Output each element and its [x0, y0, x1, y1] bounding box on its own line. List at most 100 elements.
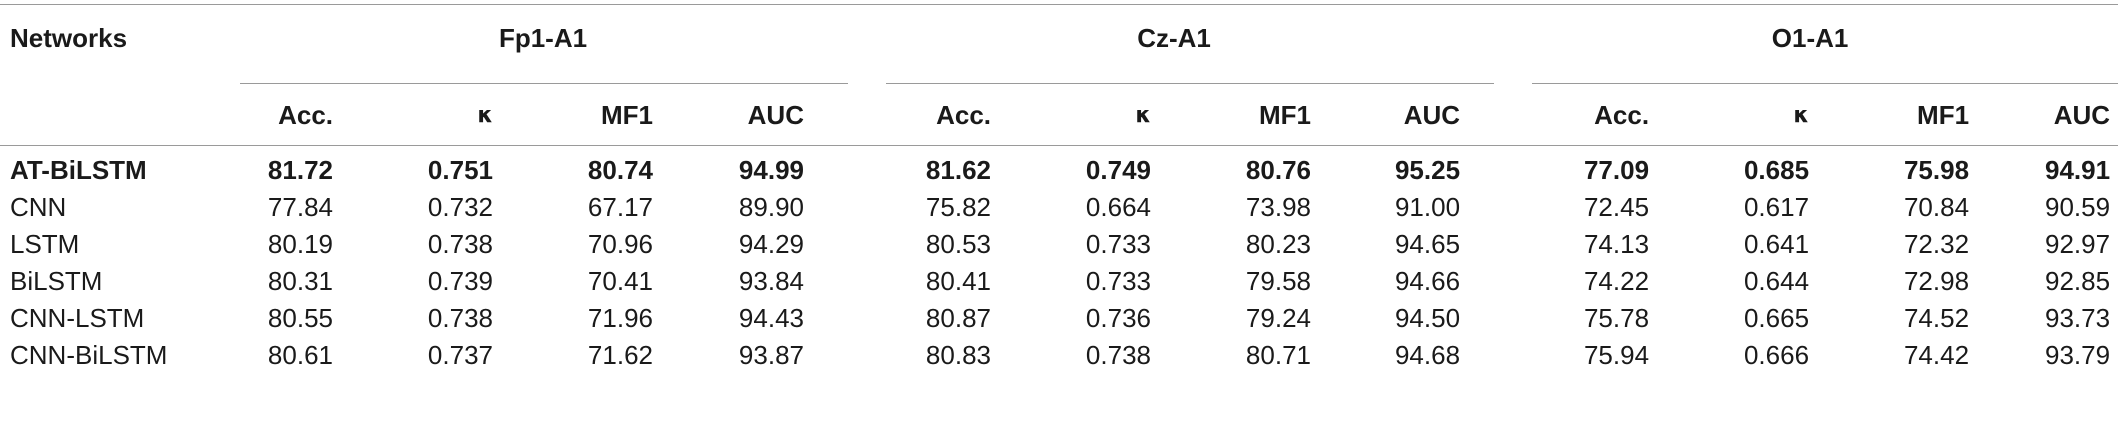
network-name: AT-BiLSTM [10, 155, 147, 185]
value-cell: 73.98 [1245, 192, 1311, 222]
mf1-header: MF1 [1259, 99, 1311, 130]
value-cell: 77.84 [267, 192, 333, 222]
value-cell: 75.98 [1903, 155, 1970, 185]
value-cell: 94.43 [738, 303, 804, 333]
value-cell: 80.71 [1245, 340, 1311, 370]
value-cell: 94.65 [1394, 229, 1461, 259]
table-body: AT-BiLSTM 81.72 0.751 80.74 94.99 81.62 0.749 8… [0, 146, 2118, 374]
value-cell: 80.61 [267, 340, 333, 370]
value-cell: 92.85 [2044, 266, 2111, 296]
value-cell: 90.59 [2044, 192, 2111, 222]
value-cell: 81.62 [925, 155, 991, 185]
group-rule-fp1 [240, 83, 848, 84]
value-cell: 94.29 [738, 229, 804, 259]
value-cell: 0.738 [427, 229, 493, 259]
value-cell: 0.738 [1085, 340, 1151, 370]
group-header-o1: O1-A1 [1771, 22, 1849, 53]
value-cell: 75.78 [1583, 303, 1650, 333]
value-cell: 0.736 [1085, 303, 1151, 333]
networks-header: Networks [10, 22, 128, 53]
mf1-header: MF1 [1917, 99, 1970, 130]
table-row: CNN 77.84 0.732 67.17 89.90 75.82 0.664 73.98 91… [0, 189, 2118, 226]
value-cell: 94.68 [1394, 340, 1461, 370]
kappa-header: κ [477, 102, 493, 128]
value-cell: 0.666 [1743, 340, 1810, 370]
header-row-metrics: Acc. κ MF1 AUC Acc. κ MF1 AUC Acc. κ MF1… [0, 84, 2118, 146]
value-cell: 80.41 [925, 266, 991, 296]
value-cell: 72.45 [1583, 192, 1650, 222]
value-cell: 80.76 [1245, 155, 1311, 185]
value-cell: 80.23 [1245, 229, 1311, 259]
value-cell: 74.13 [1583, 229, 1650, 259]
value-cell: 72.98 [1903, 266, 1970, 296]
value-cell: 0.751 [427, 155, 493, 185]
value-cell: 93.79 [2044, 340, 2111, 370]
header-rule [0, 145, 2118, 146]
value-cell: 71.96 [587, 303, 653, 333]
value-cell: 75.94 [1583, 340, 1650, 370]
value-cell: 94.99 [738, 155, 804, 185]
value-cell: 77.09 [1583, 155, 1650, 185]
value-cell: 74.52 [1903, 303, 1970, 333]
value-cell: 0.664 [1085, 192, 1151, 222]
value-cell: 0.739 [427, 266, 493, 296]
value-cell: 0.733 [1085, 229, 1151, 259]
group-header-fp1: Fp1-A1 [498, 22, 588, 53]
value-cell: 0.641 [1743, 229, 1810, 259]
value-cell: 75.82 [925, 192, 991, 222]
network-name: LSTM [10, 229, 80, 259]
value-cell: 79.58 [1245, 266, 1311, 296]
value-cell: 72.32 [1903, 229, 1970, 259]
table-row: AT-BiLSTM 81.72 0.751 80.74 94.99 81.62 0.749 8… [0, 146, 2118, 189]
value-cell: 93.87 [738, 340, 804, 370]
value-cell: 71.62 [587, 340, 653, 370]
auc-header: AUC [747, 99, 804, 130]
value-cell: 94.91 [2044, 155, 2111, 185]
value-cell: 80.87 [925, 303, 991, 333]
value-cell: 0.665 [1743, 303, 1810, 333]
value-cell: 80.19 [267, 229, 333, 259]
acc-header: Acc. [1594, 99, 1650, 130]
mf1-header: MF1 [601, 99, 653, 130]
value-cell: 0.733 [1085, 266, 1151, 296]
value-cell: 94.66 [1394, 266, 1461, 296]
table-row: BiLSTM 80.31 0.739 70.41 93.84 80.41 0.733 79.5… [0, 263, 2118, 300]
value-cell: 80.53 [925, 229, 991, 259]
value-cell: 80.74 [587, 155, 653, 185]
value-cell: 95.25 [1394, 155, 1461, 185]
value-cell: 94.50 [1394, 303, 1461, 333]
network-name: CNN-BiLSTM [10, 340, 168, 370]
value-cell: 70.84 [1903, 192, 1970, 222]
group-rule-cz [886, 83, 1494, 84]
value-cell: 0.737 [427, 340, 493, 370]
value-cell: 0.749 [1085, 155, 1151, 185]
value-cell: 81.72 [267, 155, 333, 185]
kappa-header: κ [1793, 102, 1810, 128]
value-cell: 80.83 [925, 340, 991, 370]
auc-header: AUC [2053, 99, 2111, 130]
results-table: Networks Fp1-A1 Cz-A1 O1-A1 Acc. κ MF1 A… [0, 0, 2118, 374]
auc-header: AUC [1403, 99, 1461, 130]
network-name: CNN-LSTM [10, 303, 145, 333]
group-header-cz: Cz-A1 [1137, 22, 1211, 53]
value-cell: 0.644 [1743, 266, 1810, 296]
value-cell: 91.00 [1394, 192, 1461, 222]
value-cell: 74.22 [1583, 266, 1650, 296]
value-cell: 92.97 [2044, 229, 2111, 259]
empty-header-cell [0, 84, 240, 146]
value-cell: 80.55 [267, 303, 333, 333]
group-rule-o1 [1532, 83, 2118, 84]
value-cell: 79.24 [1245, 303, 1311, 333]
top-rule [0, 4, 2118, 5]
value-cell: 70.41 [587, 266, 653, 296]
value-cell: 93.84 [738, 266, 804, 296]
value-cell: 89.90 [738, 192, 804, 222]
value-cell: 70.96 [587, 229, 653, 259]
table-row: CNN-BiLSTM 80.61 0.737 71.62 93.87 80.83 0.738… [0, 337, 2118, 374]
value-cell: 0.617 [1743, 192, 1810, 222]
value-cell: 80.31 [267, 266, 333, 296]
value-cell: 0.738 [427, 303, 493, 333]
header-row-groups: Networks Fp1-A1 Cz-A1 O1-A1 [0, 0, 2118, 84]
network-name: BiLSTM [10, 266, 103, 296]
